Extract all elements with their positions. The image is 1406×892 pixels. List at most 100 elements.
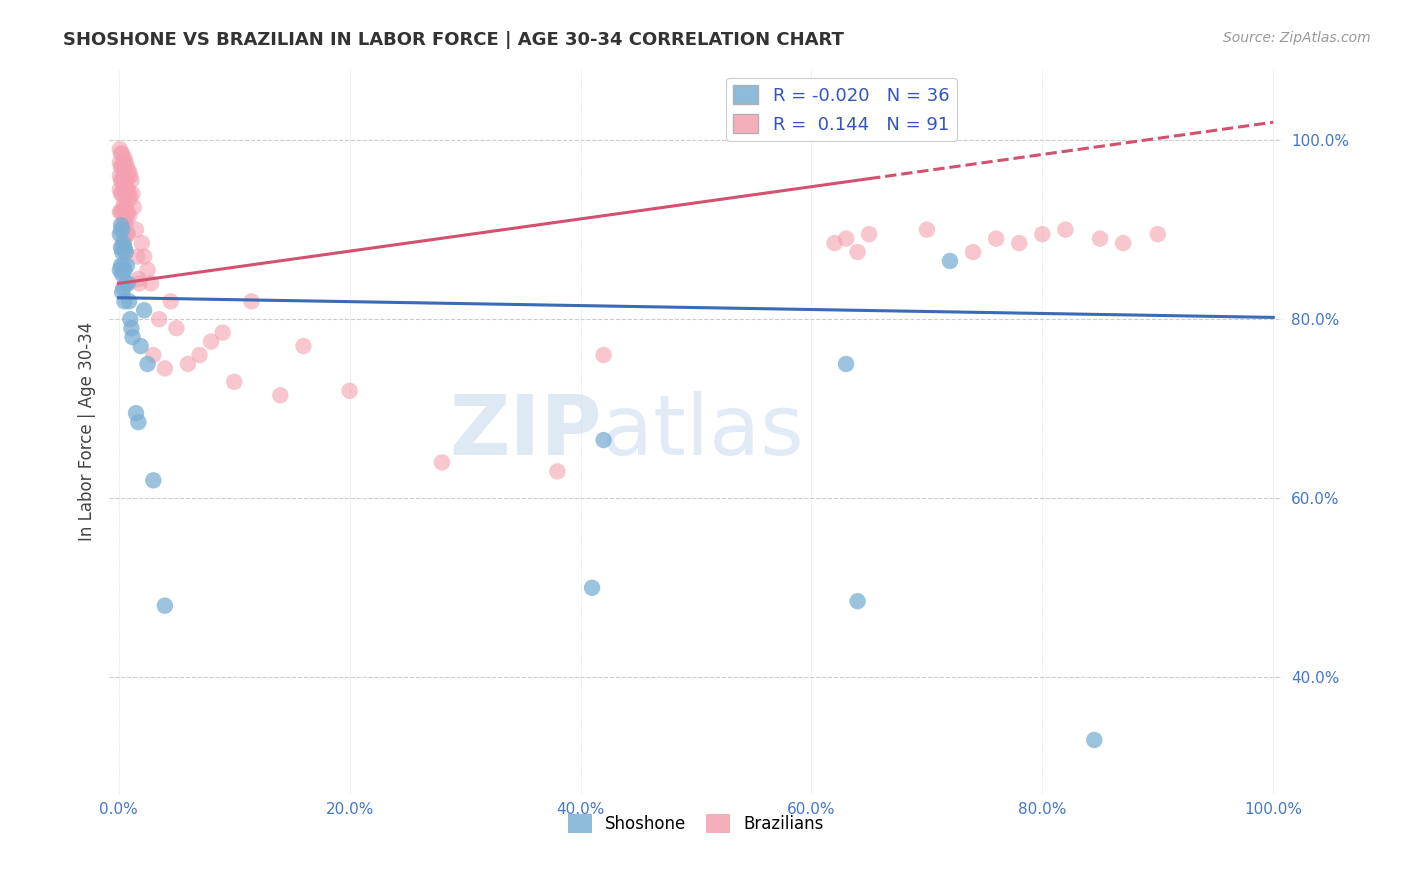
Point (121, 330, 143, 344)
Point (112, 236, 135, 251)
Point (835, 232, 858, 246)
Point (115, 227, 138, 241)
Point (962, 245, 984, 260)
Point (1008, 236, 1031, 251)
Point (858, 227, 880, 241)
Point (835, 357, 858, 371)
Point (120, 173, 142, 187)
Point (118, 186, 141, 201)
Point (115, 186, 138, 201)
Point (112, 281, 135, 295)
Point (142, 348, 165, 362)
Point (110, 241, 132, 255)
Point (114, 232, 136, 246)
Point (111, 222, 134, 236)
Point (111, 268, 134, 282)
Point (211, 326, 233, 340)
Point (114, 218, 136, 232)
Point (114, 169, 136, 183)
Point (115, 209, 138, 223)
Point (112, 218, 135, 232)
Point (121, 186, 143, 201)
Point (114, 245, 136, 260)
Point (824, 236, 846, 251)
Point (114, 294, 136, 309)
Point (114, 195, 136, 210)
Point (110, 146, 132, 161)
Point (115, 259, 138, 273)
Point (581, 581, 603, 595)
Point (117, 204, 139, 219)
Point (153, 599, 176, 613)
Point (142, 473, 165, 487)
Point (846, 245, 869, 260)
Point (114, 200, 136, 214)
Point (165, 321, 187, 335)
Point (108, 142, 131, 156)
Point (1083, 733, 1105, 747)
Point (114, 151, 136, 165)
Point (132, 303, 155, 318)
Point (114, 182, 136, 196)
Point (592, 433, 614, 447)
Point (132, 250, 155, 264)
Point (112, 236, 135, 251)
Point (110, 160, 132, 174)
Point (108, 155, 131, 169)
Point (148, 312, 170, 326)
Point (240, 294, 263, 309)
Text: SHOSHONE VS BRAZILIAN IN LABOR FORCE | AGE 30-34 CORRELATION CHART: SHOSHONE VS BRAZILIAN IN LABOR FORCE | A… (63, 31, 844, 49)
Point (117, 164, 139, 178)
Point (131, 236, 153, 251)
Point (108, 263, 131, 277)
Point (118, 294, 141, 309)
Text: Source: ZipAtlas.com: Source: ZipAtlas.com (1223, 31, 1371, 45)
Point (112, 169, 135, 183)
Point (115, 160, 138, 174)
Point (939, 254, 962, 268)
Point (117, 277, 139, 291)
Y-axis label: In Labor Force | Age 30-34: In Labor Force | Age 30-34 (79, 321, 96, 541)
Point (111, 173, 134, 187)
Point (188, 348, 211, 362)
Point (114, 277, 136, 291)
Point (115, 173, 138, 187)
Point (108, 182, 131, 196)
Point (110, 222, 132, 236)
Point (118, 209, 141, 223)
Point (127, 250, 149, 264)
Point (128, 277, 150, 291)
Point (108, 227, 131, 241)
Point (114, 241, 136, 255)
Point (111, 222, 134, 236)
Point (177, 357, 200, 371)
Point (114, 213, 136, 227)
Point (111, 146, 134, 161)
Point (117, 182, 139, 196)
Point (127, 272, 149, 286)
Point (1146, 227, 1168, 241)
Point (108, 204, 131, 219)
Point (1054, 222, 1077, 236)
Point (110, 204, 132, 219)
Point (117, 227, 139, 241)
Point (114, 164, 136, 178)
Point (118, 164, 141, 178)
Point (112, 259, 135, 273)
Point (159, 294, 181, 309)
Point (292, 339, 315, 353)
Point (111, 160, 134, 174)
Point (120, 312, 142, 326)
Point (111, 241, 134, 255)
Point (1031, 227, 1053, 241)
Point (592, 348, 614, 362)
Point (112, 200, 135, 214)
Point (120, 321, 142, 335)
Point (110, 173, 132, 187)
Point (846, 594, 869, 608)
Point (1112, 236, 1135, 251)
Point (110, 218, 132, 232)
Point (112, 155, 135, 169)
Point (120, 169, 142, 183)
Point (125, 222, 148, 236)
